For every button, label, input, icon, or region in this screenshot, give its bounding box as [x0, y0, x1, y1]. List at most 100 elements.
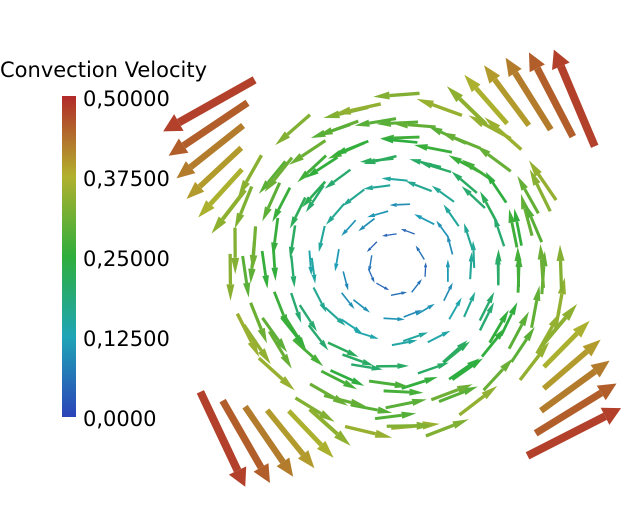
velocity-arrow-glyph: [374, 411, 417, 421]
color-scale-bar: [62, 96, 76, 417]
velocity-arrow-glyph: [556, 244, 565, 291]
velocity-arrow-glyph: [168, 99, 250, 156]
velocity-arrow-glyph: [508, 208, 519, 248]
velocity-arrow-glyph: [288, 139, 327, 165]
velocity-arrow-glyph: [442, 341, 470, 364]
velocity-arrow-glyph: [405, 181, 433, 193]
velocity-arrow-glyph: [383, 316, 405, 322]
velocity-arrow-glyph: [271, 217, 280, 257]
velocity-arrow-glyph: [539, 360, 610, 414]
velocity-arrow-glyph: [476, 145, 512, 173]
velocity-arrow-glyph: [367, 210, 389, 218]
velocity-arrow-glyph: [436, 220, 450, 238]
velocity-arrow-glyph: [380, 136, 418, 144]
velocity-arrow-glyph: [329, 369, 365, 386]
velocity-arrow-glyph: [272, 291, 289, 328]
velocity-arrow-glyph: [305, 184, 325, 213]
velocity-arrow-glyph: [354, 330, 379, 339]
velocity-arrow-glyph: [525, 407, 622, 460]
legend-title: Convection Velocity: [0, 58, 207, 82]
velocity-arrow-glyph: [552, 49, 599, 148]
velocity-arrow-glyph: [352, 299, 371, 313]
velocity-arrow-glyph: [302, 180, 327, 208]
velocity-arrow-glyph: [366, 241, 378, 253]
velocity-arrow-glyph: [290, 255, 297, 288]
velocity-arrow-glyph: [513, 208, 523, 246]
velocity-arrow-glyph: [461, 186, 486, 209]
velocity-arrow-glyph: [540, 303, 578, 348]
velocity-arrow-glyph: [186, 145, 244, 200]
velocity-arrow-glyph: [312, 287, 327, 313]
velocity-arrow-glyph: [463, 291, 476, 318]
velocity-arrow-glyph: [448, 358, 480, 381]
velocity-arrow-glyph: [391, 339, 418, 347]
velocity-arrow-glyph: [340, 292, 355, 310]
velocity-arrow-glyph: [443, 204, 460, 227]
velocity-arrow-glyph: [463, 223, 474, 250]
velocity-arrow-glyph: [386, 421, 433, 430]
velocity-arrow-glyph: [176, 122, 246, 179]
velocity-arrow-glyph: [351, 363, 383, 371]
velocity-arrow-glyph: [334, 249, 340, 272]
velocity-arrow-glyph: [234, 185, 254, 229]
velocity-arrow-glyph: [541, 339, 601, 391]
velocity-arrow-glyph: [249, 226, 258, 271]
velocity-arrow-glyph: [262, 182, 282, 222]
velocity-arrow-glyph: [258, 160, 287, 194]
velocity-arrow-glyph: [383, 388, 424, 396]
velocity-arrow-glyph: [219, 398, 270, 483]
velocity-arrow-glyph: [451, 358, 483, 381]
velocity-arrow-glyph: [249, 302, 267, 344]
velocity-arrow-glyph: [367, 268, 375, 283]
velocity-arrow-glyph: [309, 382, 348, 406]
velocity-arrow-glyph: [427, 330, 451, 344]
velocity-arrow-glyph: [470, 240, 476, 268]
velocity-arrow-glyph: [419, 162, 452, 174]
velocity-arrow-glyph: [264, 408, 315, 469]
velocity-arrow-glyph: [401, 376, 438, 390]
velocity-arrow-glyph: [297, 154, 328, 183]
velocity-arrow-glyph: [368, 255, 373, 273]
velocity-arrow-glyph: [264, 156, 294, 193]
velocity-arrow-glyph: [226, 253, 235, 301]
velocity-arrow-glyph: [515, 253, 523, 293]
velocity-arrow-glyph: [438, 386, 478, 403]
velocity-arrow-glyph: [431, 185, 455, 203]
velocity-arrow-glyph: [363, 184, 391, 191]
velocity-arrow-glyph: [324, 306, 346, 326]
velocity-arrow-glyph: [402, 332, 429, 342]
velocity-arrow-glyph: [478, 292, 495, 322]
velocity-arrow-glyph: [241, 255, 251, 298]
velocity-arrow-glyph: [528, 160, 558, 202]
velocity-arrow-glyph: [368, 379, 409, 389]
velocity-arrow-glyph: [308, 407, 351, 446]
velocity-arrow-glyph: [505, 57, 554, 132]
velocity-arrow-glyph: [478, 302, 495, 331]
velocity-arrow-glyph: [260, 250, 269, 289]
velocity-arrow-glyph: [529, 169, 552, 213]
velocity-arrow-glyph: [261, 316, 288, 353]
velocity-arrow-glyph: [257, 356, 295, 391]
velocity-arrow-glyph: [493, 216, 506, 247]
velocity-arrow-glyph: [458, 385, 498, 417]
velocity-arrow-glyph: [307, 324, 329, 351]
velocity-arrow-glyph: [376, 363, 409, 369]
velocity-arrow-glyph: [381, 176, 408, 182]
velocity-arrow-glyph: [305, 156, 339, 178]
velocity-arrow-glyph: [344, 424, 393, 438]
velocity-arrow-glyph: [525, 203, 544, 243]
velocity-arrow-glyph: [533, 383, 617, 437]
velocity-arrow-glyph: [488, 309, 509, 344]
velocity-arrow-glyph: [440, 132, 482, 150]
velocity-arrow-glyph: [423, 262, 428, 277]
velocity-arrow-glyph: [320, 369, 358, 390]
velocity-arrow-glyph: [414, 144, 453, 154]
legend-tick-min: 0,0000: [83, 407, 157, 431]
velocity-arrow-glyph: [334, 102, 382, 115]
velocity-arrow-glyph: [310, 257, 317, 284]
velocity-arrow-glyph: [196, 390, 247, 487]
velocity-arrow-glyph: [342, 353, 374, 366]
velocity-arrow-glyph: [267, 330, 292, 369]
